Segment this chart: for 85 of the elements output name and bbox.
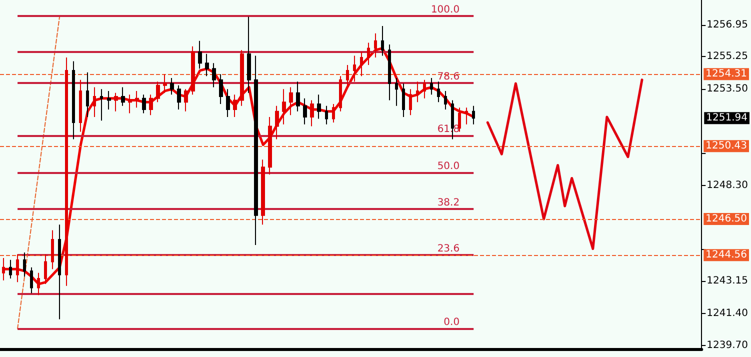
- candlestick: [465, 107, 468, 125]
- candlestick: [303, 98, 307, 125]
- candlestick: [107, 90, 111, 110]
- candlestick: [247, 16, 251, 94]
- y-tick-label: 1248.30: [706, 180, 748, 192]
- annotation: 0.0: [444, 317, 460, 328]
- annotation: 50.0: [437, 160, 460, 172]
- candlestick: [240, 50, 244, 106]
- candlestick: [444, 90, 447, 110]
- candlestick: [374, 32, 377, 58]
- candlestick: [395, 77, 398, 106]
- candlestick: [128, 94, 132, 114]
- candlestick: [212, 62, 216, 88]
- y-tick-label: 1241.40: [706, 308, 748, 320]
- candlestick: [184, 88, 188, 112]
- candlestick: [339, 76, 342, 112]
- candlestick: [360, 51, 363, 77]
- candlestick: [86, 72, 89, 118]
- annotation: 23.6: [437, 243, 460, 254]
- candlestick: [430, 77, 433, 96]
- candlestick: [51, 230, 54, 270]
- candlestick: [332, 103, 335, 124]
- candlestick: [472, 105, 475, 125]
- candlestick: [275, 105, 279, 140]
- annotation: 38.2: [437, 198, 460, 209]
- y-tick-label: 1243.15: [706, 276, 748, 287]
- candlestick: [16, 254, 19, 283]
- candlestick: [409, 88, 412, 116]
- candlestick: [458, 107, 461, 132]
- candlestick: [353, 55, 356, 82]
- candlestick: [142, 94, 146, 114]
- y-tick-label: 1253.50: [706, 84, 748, 95]
- candlestick: [416, 81, 419, 103]
- candlestick: [219, 74, 223, 104]
- candlestick: [268, 116, 272, 175]
- candlestick: [121, 86, 125, 106]
- y-tick-label: 1255.25: [706, 51, 748, 62]
- candlestick: [437, 81, 440, 103]
- text: 1251.94: [706, 112, 748, 124]
- ref-line-label: 1254.31: [706, 68, 748, 80]
- candlestick: [423, 79, 426, 99]
- candlestick: [93, 86, 96, 118]
- ref-line-label: 1250.43: [706, 140, 748, 152]
- candlestick: [23, 252, 26, 278]
- candlestick: [317, 94, 321, 120]
- candlestick: [149, 94, 153, 116]
- candlestick: [9, 259, 12, 279]
- candlestick: [296, 81, 300, 112]
- candlestick: [65, 57, 68, 286]
- candlestick: [205, 53, 209, 77]
- candlestick: [177, 84, 181, 110]
- candlestick: [233, 94, 237, 118]
- candlestick: [156, 81, 160, 103]
- candlestick: [30, 266, 33, 294]
- y-tick-label: 1239.70: [706, 340, 748, 351]
- candlestick: [191, 46, 195, 96]
- candlestick: [2, 258, 5, 281]
- candlestick: [100, 88, 103, 122]
- ref-line-label: 1244.56: [706, 250, 748, 261]
- candlestick: [44, 254, 47, 285]
- candlestick: [72, 60, 75, 140]
- candlestick: [226, 88, 230, 118]
- annotation: 100.0: [430, 4, 460, 16]
- candlestick: [163, 74, 167, 94]
- candlestick: [402, 83, 405, 118]
- candlestick: [79, 79, 82, 132]
- candlestick: [58, 224, 61, 320]
- candlestick: [367, 42, 370, 66]
- candlestick: [261, 159, 265, 226]
- candlestick: [310, 100, 314, 127]
- candlestick: [282, 88, 286, 125]
- line-series: [486, 78, 644, 250]
- ref-line-label: 1246.50: [706, 214, 748, 225]
- candlestick: [170, 77, 174, 96]
- candlestick: [254, 55, 258, 246]
- candlestick: [135, 90, 139, 108]
- candlestick: [325, 105, 328, 125]
- candlestick: [114, 92, 118, 112]
- candlestick: [37, 272, 40, 296]
- candlestick: [346, 64, 349, 88]
- y-tick-label: 1256.95: [706, 20, 748, 31]
- candlestick: [289, 86, 293, 116]
- candlestick: [381, 25, 384, 56]
- candlestick: [388, 44, 391, 101]
- candlestick: [198, 40, 202, 70]
